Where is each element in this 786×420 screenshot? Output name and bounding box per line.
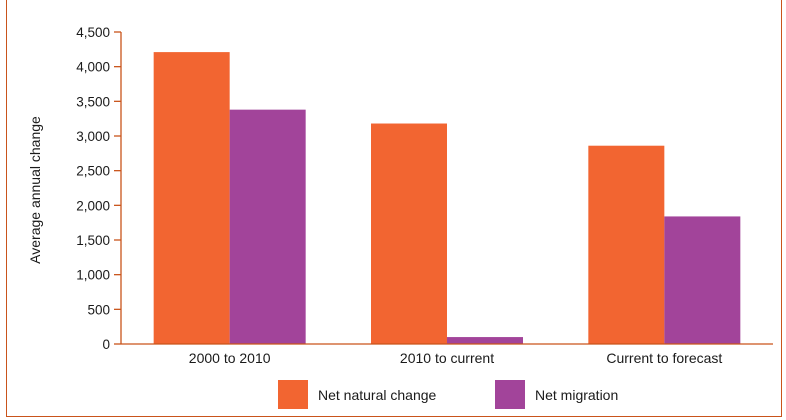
legend-label: Net natural change [318,387,437,403]
legend: Net natural change Net migration [278,380,618,409]
y-tick-label: 0 [102,337,110,352]
y-tick-label: 2,000 [76,198,110,213]
bar-net-migration-2 [664,216,741,344]
y-tick-label: 3,500 [76,94,110,109]
y-tick-label: 1,500 [76,233,110,248]
chart-frame [6,0,782,417]
bar-net-migration-0 [229,109,306,344]
y-tick-label: 1,000 [76,268,110,283]
bar-net-migration-1 [447,337,523,344]
legend-swatch [495,380,525,409]
legend-swatch [278,380,308,409]
y-axis-title: Average annual change [27,116,43,264]
x-category-label: Current to forecast [606,350,722,366]
y-tick-label: 4,500 [76,25,110,40]
y-tick-label: 3,000 [76,129,110,144]
bar-net-natural-change-1 [371,123,447,345]
bar-net-natural-change-2 [588,145,665,344]
y-tick-label: 4,000 [76,60,110,75]
y-tick-label: 2,500 [76,164,110,179]
x-axis: 2000 to 2010 2010 to current Current to fo… [121,343,773,366]
bar-net-natural-change-0 [153,52,230,345]
x-category-label: 2010 to current [400,350,494,366]
legend-label: Net migration [535,387,618,403]
x-category-label: 2000 to 2010 [189,350,271,366]
bars [153,52,741,345]
y-tick-label: 500 [87,302,110,317]
y-axis: 0 500 1,000 1,500 2,000 2,500 3,000 3,500 4,000 4… [76,25,122,352]
